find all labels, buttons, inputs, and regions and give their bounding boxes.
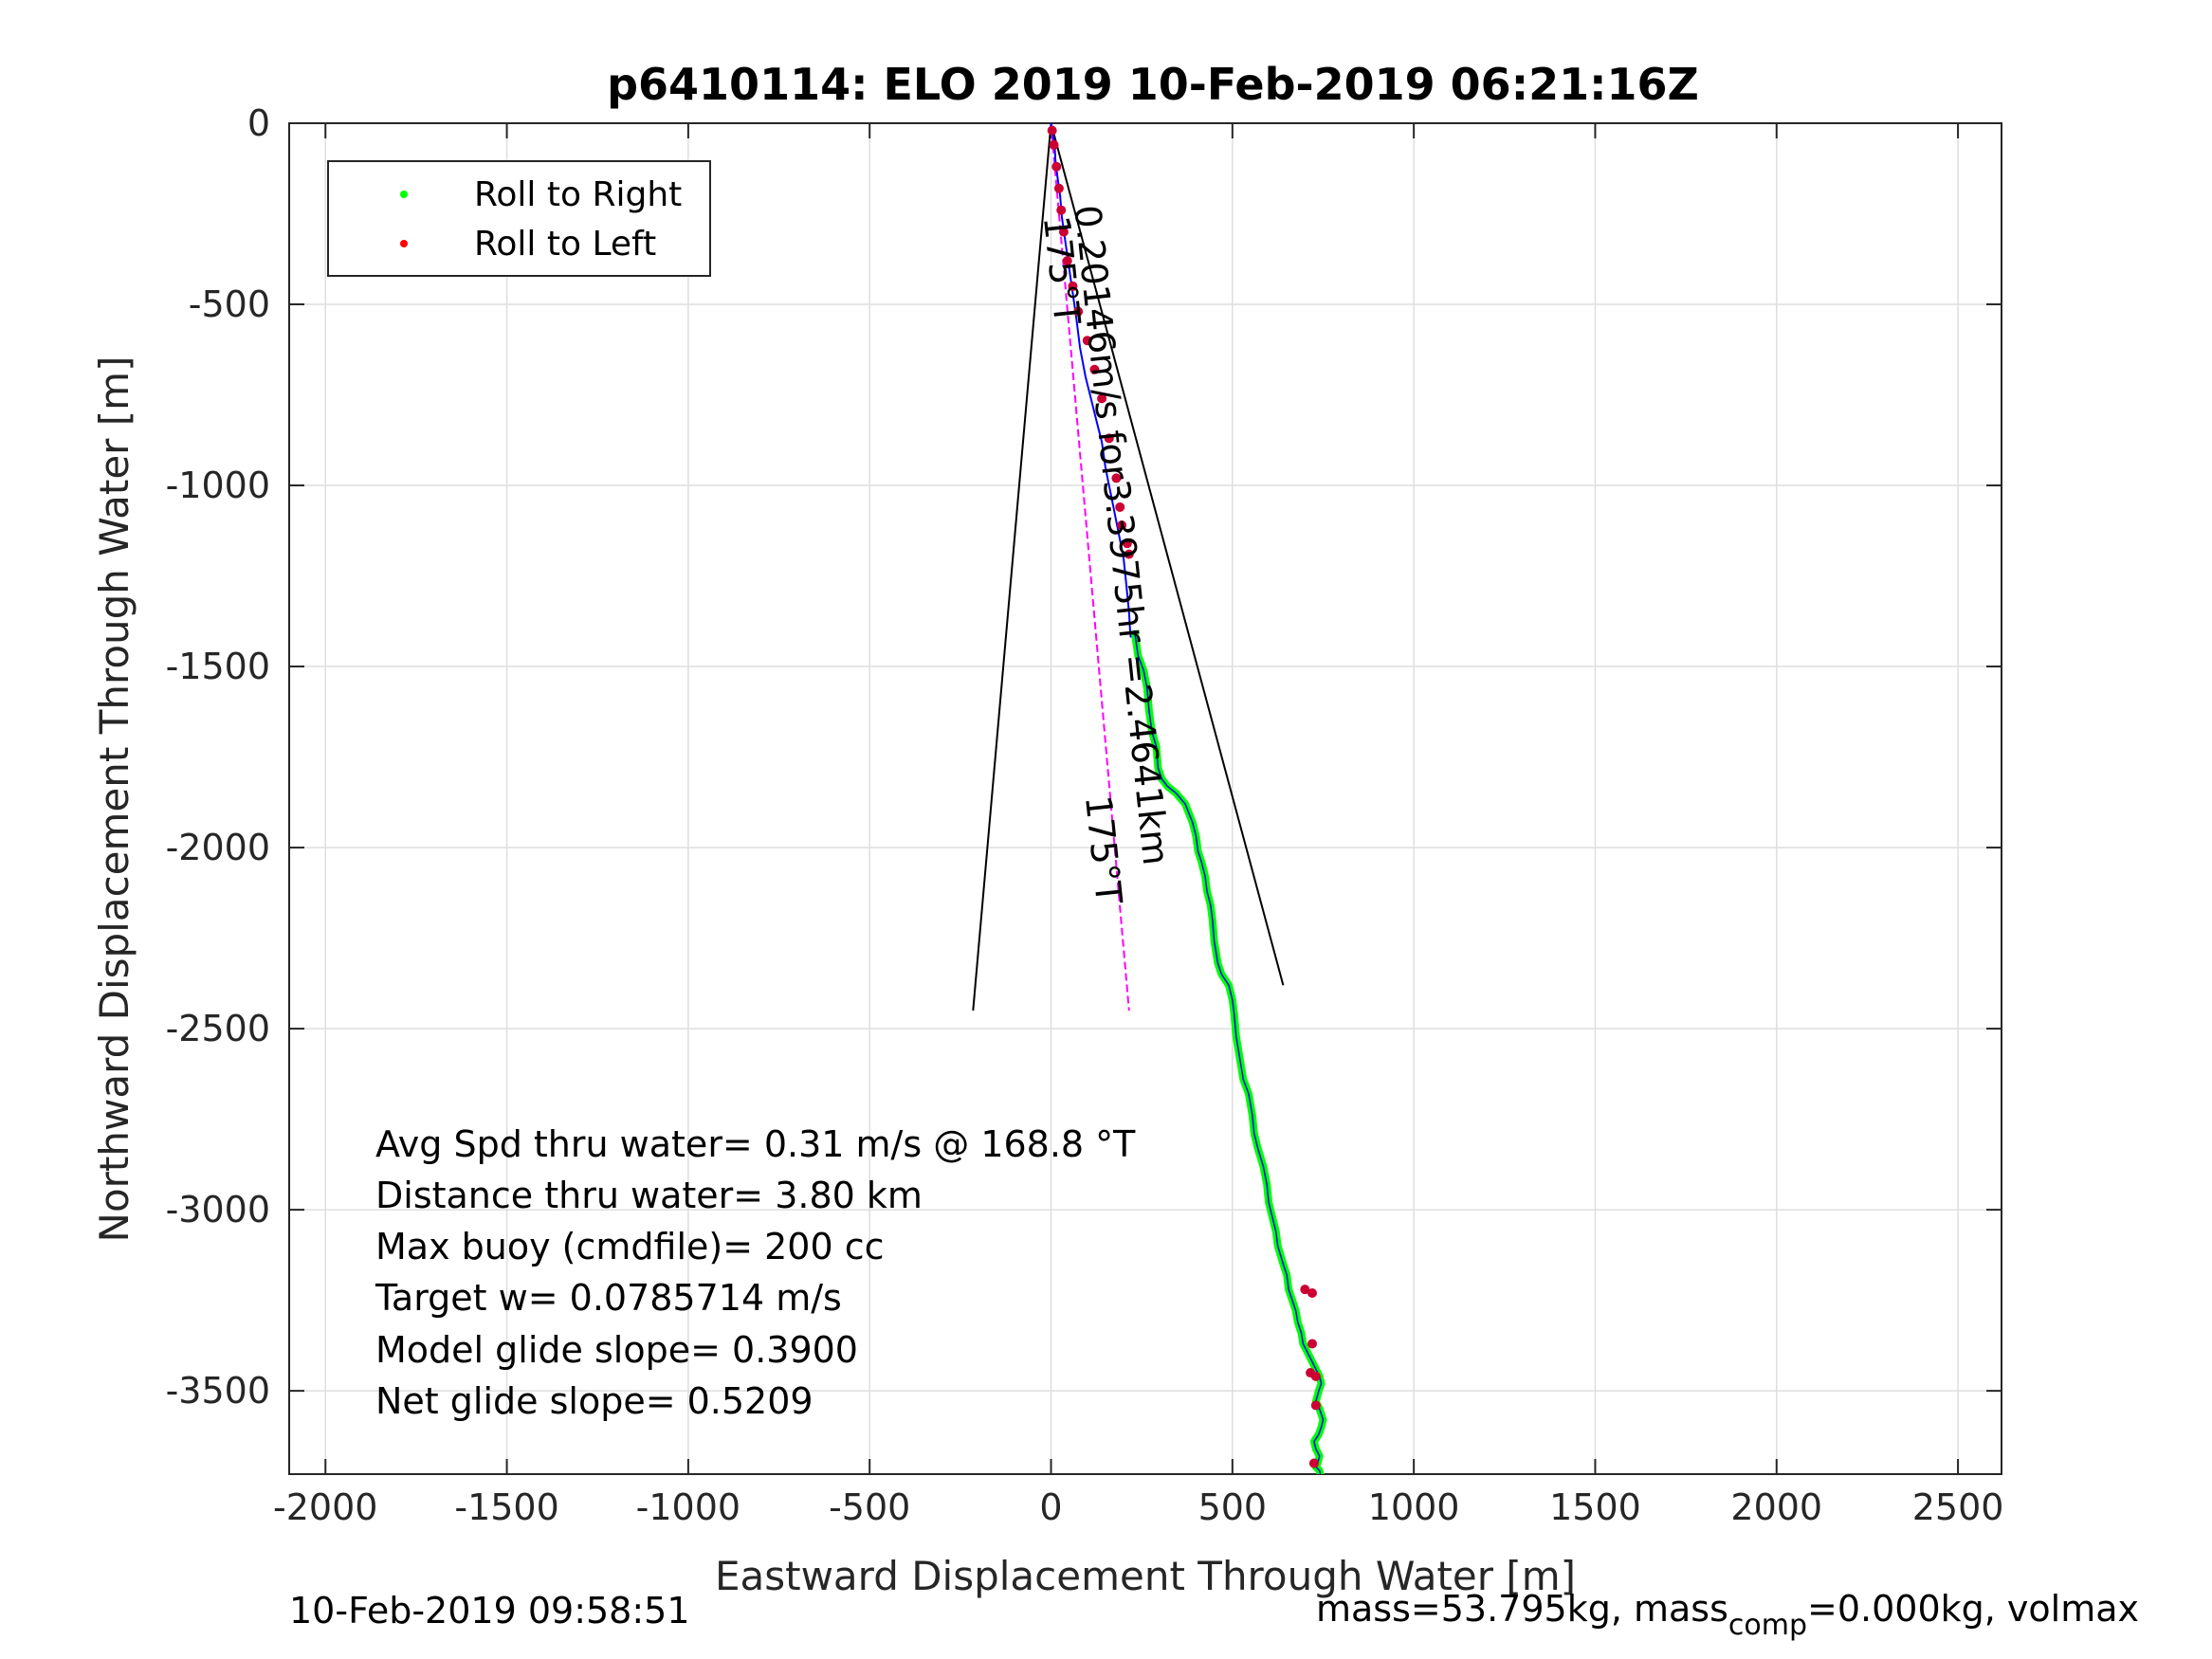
roll-left-point [1307, 1287, 1318, 1298]
footer-mass-subscript: comp [1728, 1609, 1807, 1642]
track-line [1050, 123, 1132, 638]
y-tick-label: -1500 [166, 646, 270, 687]
footer-timestamp: 10-Feb-2019 09:58:51 [289, 1590, 690, 1632]
roll-left-point [1051, 161, 1062, 172]
roll-left-point [1117, 520, 1127, 531]
roll-right-track-core [1133, 629, 1325, 1474]
roll-left-point [1049, 139, 1059, 150]
y-tick-label: 0 [247, 102, 270, 144]
heading-cone-line-1 [1050, 123, 1285, 986]
roll-left-point [1056, 205, 1067, 215]
footer-mass-prefix: mass=53.795kg, mass [1316, 1588, 1728, 1630]
x-tick-label: -1000 [636, 1486, 740, 1528]
roll-left-point [1310, 1400, 1321, 1411]
roll-left-point [1082, 336, 1092, 346]
y-tick-label: -3000 [166, 1189, 270, 1231]
roll-left-point [1310, 1371, 1321, 1381]
roll-left-point [1097, 393, 1107, 404]
roll-left-point [1053, 183, 1064, 193]
y-tick-label: -500 [189, 283, 270, 325]
roll-left-point [1104, 433, 1114, 444]
y-axis-label: Northward Displacement Through Water [m] [91, 356, 137, 1243]
annotation-avg-speed: Avg Spd thru water= 0.31 m/s @ 168.8 °T [375, 1123, 1136, 1165]
roll-left-point [1111, 473, 1122, 483]
x-tick-label: 2500 [1912, 1486, 2004, 1528]
roll-left-point [1058, 227, 1069, 237]
roll-left-point [1068, 281, 1078, 291]
x-axis-label: Eastward Displacement Through Water [m] [715, 1553, 1576, 1599]
roll-left-point [1062, 256, 1072, 266]
annotation-target-w: Target w= 0.0785714 m/s [375, 1277, 842, 1319]
footer-mass-info: mass=53.795kg, masscomp=0.000kg, volmax [1316, 1588, 2139, 1642]
legend-label-roll-right: Roll to Right [474, 175, 682, 214]
footer-mass-suffix: =0.000kg, volmax [1807, 1588, 2139, 1630]
plot-area-frame [288, 122, 2002, 1475]
x-tick-label: 1500 [1549, 1486, 1641, 1528]
legend-marker-roll-left [400, 240, 408, 247]
x-tick-label: -500 [829, 1486, 910, 1528]
annotation-model-glide-slope: Model glide slope= 0.3900 [375, 1329, 858, 1371]
roll-left-point [1307, 1339, 1318, 1349]
roll-left-point [1047, 125, 1057, 136]
legend-label-roll-left: Roll to Left [474, 225, 656, 264]
axis-ticks [289, 122, 2002, 1474]
y-tick-label: -2500 [166, 1008, 270, 1049]
legend: Roll to Right Roll to Left [327, 160, 711, 277]
x-tick-label: -2000 [273, 1486, 377, 1528]
statistics-annotation-block: Avg Spd thru water= 0.31 m/s @ 168.8 °T … [375, 1123, 1136, 1422]
chart-title: p6410114: ELO 2019 10-Feb-2019 06:21:16Z [607, 59, 1699, 110]
heading-cone-line-0 [972, 123, 1052, 1012]
roll-left-point [1089, 364, 1100, 374]
x-tick-label: 0 [1039, 1486, 1062, 1528]
x-axis-tick-labels: -2000 -1500 -1000 -500 0 500 1000 1500 2000 2500 [273, 1486, 2003, 1528]
plot-area [972, 123, 1327, 1474]
annotation-distance: Distance thru water= 3.80 km [375, 1175, 923, 1216]
heading-line [1050, 123, 1130, 1012]
roll-left-point [1073, 306, 1084, 317]
y-tick-label: -2000 [166, 827, 270, 868]
annotation-max-buoy: Max buoy (cmdfile)= 200 cc [375, 1226, 885, 1267]
annotation-net-glide-slope: Net glide slope= 0.5209 [375, 1380, 814, 1422]
x-tick-label: 2000 [1730, 1486, 1822, 1528]
x-tick-label: -1500 [454, 1486, 558, 1528]
roll-left-point [1124, 549, 1134, 559]
legend-box [327, 160, 711, 277]
y-axis-tick-labels: 0 -500 -1000 -1500 -2000 -2500 -3000 -3500 [166, 102, 270, 1412]
y-tick-label: -1000 [166, 465, 270, 506]
x-tick-label: 1000 [1368, 1486, 1460, 1528]
x-tick-label: 500 [1198, 1486, 1268, 1528]
data-layer [972, 123, 1327, 1474]
roll-left-point [1115, 501, 1125, 512]
roll-left-point [1122, 538, 1132, 549]
y-tick-label: -3500 [166, 1370, 270, 1412]
roll-left-point [1300, 1285, 1310, 1295]
legend-marker-roll-right [400, 191, 408, 198]
roll-left-point [1308, 1458, 1319, 1468]
